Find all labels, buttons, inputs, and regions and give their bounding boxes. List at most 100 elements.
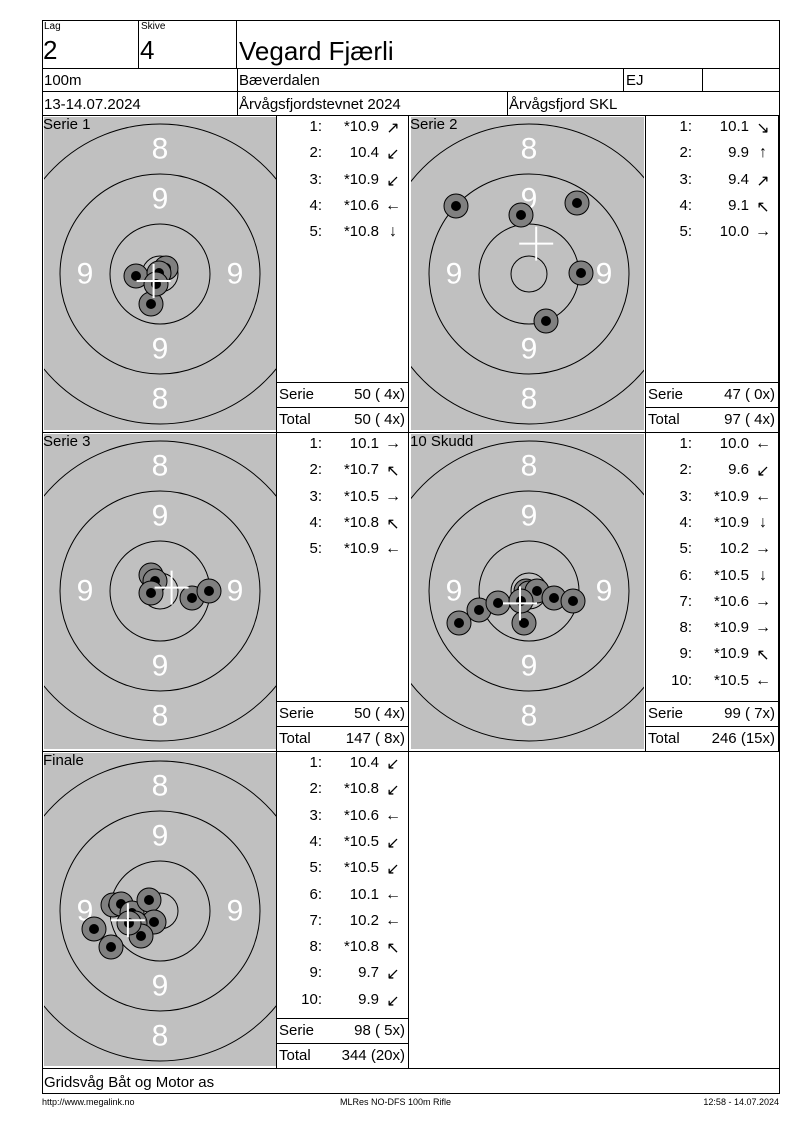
shot-number: 10: [301,990,322,1008]
shot-row: 8: *10.8 ↖ [277,938,408,964]
direction-arrow-icon: → [385,435,401,452]
ring-label: 9 [596,258,613,291]
distance: 100m [44,72,82,89]
shot-row: 4: *10.9 ↓ [646,514,778,540]
direction-arrow-icon: ↙ [756,463,770,481]
direction-arrow-icon: ↙ [386,992,400,1010]
shot-number: 5: [309,540,322,558]
shot-row: 1: 10.1 ↘ [646,118,778,144]
serie-value: 50 ( 4x) [354,705,405,722]
target-ring [428,490,630,692]
divider [779,115,780,1093]
shot-row: 6: *10.5 ↓ [646,567,778,593]
shot-score: *10.9 [343,540,379,558]
total-label: Total [279,730,311,747]
shot-row: 3: *10.9 ↙ [277,171,408,197]
shot-row: 8: *10.9 → [646,619,778,645]
shot-hole [136,887,162,913]
shot-row: 5: *10.8 ↓ [277,223,408,249]
print-timestamp: 12:58 - 14.07.2024 [703,1097,779,1107]
serie-sum: Serie 99 ( 7x) [646,701,778,727]
serie-value: 50 ( 4x) [354,386,405,403]
serie-sum: Serie 98 ( 5x) [277,1018,408,1044]
ring-label: 8 [521,700,538,733]
direction-arrow-icon: ↑ [759,144,767,162]
shot-hole [81,916,107,942]
direction-arrow-icon: ↓ [759,566,767,584]
shot-hole [485,590,511,616]
shot-row: 1: 10.1 → [277,435,408,461]
shot-score: 10.2 [719,540,749,558]
shot-score: 10.4 [349,144,379,162]
ring-label: 9 [152,820,169,853]
shot-hole [511,610,537,636]
ring-label: 8 [521,383,538,416]
score-list: 1: *10.9 ↗ 2: 10.4 ↙ 3: *10.9 ↙ 4: *10.6… [276,116,409,432]
direction-arrow-icon: ↙ [386,782,400,800]
shot-hole [541,585,567,611]
direction-arrow-icon: ↗ [386,120,400,137]
direction-arrow-icon: → [385,487,401,505]
direction-arrow-icon: → [755,540,771,558]
shot-number: 4: [679,513,692,531]
ring-label: 9 [227,575,244,608]
shot-score: *10.5 [713,566,749,584]
target-ring [59,490,261,692]
direction-arrow-icon: ↖ [386,940,400,958]
target-ring [44,440,277,742]
shot-score: 9.9 [358,990,379,1008]
shot-row: 3: *10.9 ← [646,488,778,514]
shot-number: 3: [309,806,322,824]
shot-row: 10: 9.9 ↙ [277,991,408,1017]
serie-value: 98 ( 5x) [354,1022,405,1039]
shot-score: *10.9 [713,487,749,505]
score-list: 1: 10.4 ↙ 2: *10.8 ↙ 3: *10.6 ← 4: *10.5… [276,752,409,1068]
direction-arrow-icon: → [755,592,771,610]
website-link[interactable]: http://www.megalink.no [42,1097,135,1107]
score-list: 1: 10.0 ← 2: 9.6 ↙ 3: *10.9 ← 4: *10.9 ↓… [645,433,779,751]
total-label: Total [648,730,680,747]
total-label: Total [279,411,311,428]
shot-score: 10.2 [349,911,379,929]
shot-hole [533,308,559,334]
direction-arrow-icon: ↘ [756,120,770,137]
shot-row: 5: *10.9 ← [277,540,408,566]
skive-value: 4 [140,35,155,65]
ring-label: 9 [227,258,244,291]
shot-row: 6: 10.1 ← [277,886,408,912]
ring-label: 8 [152,383,169,416]
direction-arrow-icon: ↙ [386,966,400,984]
shot-number: 7: [679,592,692,610]
shot-score: 10.0 [719,223,749,241]
shot-row: 3: *10.6 ← [277,807,408,833]
target-4: 8 9 9 8 9 9 [411,434,644,749]
ring-label: 8 [152,770,169,803]
ring-label: 9 [446,575,463,608]
ring-label: 9 [227,895,244,928]
mean-impact-cross [136,264,171,298]
direction-arrow-icon: ← [385,196,401,214]
direction-arrow-icon: ← [385,806,401,824]
shot-number: 6: [309,885,322,903]
shot-row: 3: 9.4 ↗ [646,171,778,197]
divider [507,91,508,115]
shot-row: 5: 10.2 → [646,540,778,566]
shot-score: *10.5 [713,671,749,689]
shot-score: *10.9 [713,513,749,531]
ring-label: 8 [152,700,169,733]
shot-number: 3: [679,487,692,505]
shot-score: *10.8 [343,780,379,798]
ring-label: 8 [521,133,538,166]
shot-row: 4: *10.8 ↖ [277,514,408,540]
shot-row: 10: *10.5 ← [646,672,778,698]
shot-score: *10.5 [343,832,379,850]
serie-label: Serie [279,1022,315,1039]
direction-arrow-icon: ← [755,435,771,452]
ring-label: 9 [521,500,538,533]
shot-hole [446,610,472,636]
divider [42,751,780,752]
direction-arrow-icon: → [755,223,771,241]
shot-number: 4: [309,513,322,531]
ring-label: 9 [152,183,169,216]
